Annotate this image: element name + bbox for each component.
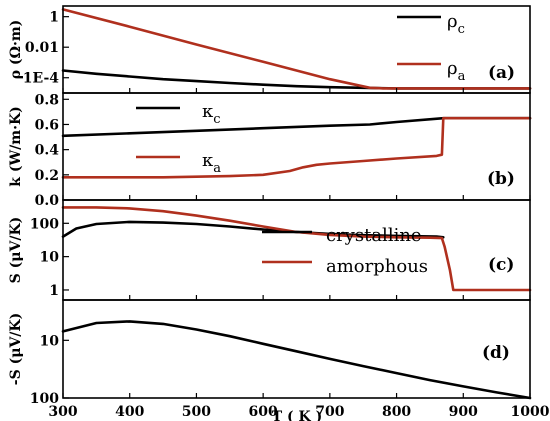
x-tick-label: 600 xyxy=(249,404,278,420)
y-tick-label: 1E-4 xyxy=(23,71,59,87)
y-tick-label: 100 xyxy=(30,216,59,232)
legend-label-crystalline: κc xyxy=(202,101,221,127)
y-tick-label: 1 xyxy=(49,10,59,26)
legend-label-crystalline: crystalline xyxy=(326,225,422,246)
legend-label-crystalline: ρc xyxy=(447,11,465,37)
y-axis-label: S (μV/K) xyxy=(8,217,24,284)
series-line-amorphous xyxy=(61,8,532,90)
legend-label-amorphous: κa xyxy=(202,150,221,176)
panel-tag: (b) xyxy=(487,169,515,189)
y-tick-label: 0.2 xyxy=(35,168,59,184)
y-tick-label: 0.01 xyxy=(25,40,59,56)
plot-frame xyxy=(62,299,531,399)
y-axis-label: k (W/m·K) xyxy=(8,106,24,187)
y-tick-label: 10 xyxy=(40,333,60,349)
legend-label-amorphous: ρa xyxy=(447,58,466,84)
y-tick-label: 100 xyxy=(30,391,59,407)
y-tick-label: 0.6 xyxy=(35,117,59,133)
y-tick-label: 10 xyxy=(40,250,60,266)
panel-tag: (c) xyxy=(488,255,514,275)
x-tick-label: 400 xyxy=(115,404,144,420)
x-axis-label: T ( K ) xyxy=(272,409,322,421)
panel-tag: (a) xyxy=(488,63,515,83)
y-tick-label: 0.4 xyxy=(35,143,60,159)
plot-frame xyxy=(62,199,531,301)
series-line-crystalline xyxy=(61,320,532,400)
series-line-crystalline xyxy=(61,116,532,138)
panel-tag: (d) xyxy=(482,343,510,363)
x-tick-label: 500 xyxy=(182,404,211,420)
y-axis-label: ρ (Ω·m) xyxy=(8,20,24,80)
x-tick-label: 800 xyxy=(382,404,411,420)
panel-1: 1 0.01 1E-4ρ (Ω·m) (a) ρc ρa xyxy=(8,5,532,94)
panel-3: 100 10 1 S (μV/K) (c) crystalline amorphous xyxy=(8,199,532,301)
series-line-amorphous xyxy=(61,206,532,292)
y-tick-label: 1 xyxy=(49,283,59,299)
legend-label-amorphous: amorphous xyxy=(326,256,428,277)
y-axis-label: -S (μV/K) xyxy=(8,313,24,385)
plot-frame xyxy=(62,92,531,201)
panel-2: 0.8 0.6 0.4 0.2 0.0 k (W/m·K) (b) κc κa xyxy=(8,92,532,209)
y-tick-label: 0.8 xyxy=(35,92,59,108)
y-tick-label: 0.0 xyxy=(35,193,60,209)
x-tick-label: 300 xyxy=(48,404,77,420)
panel-4: 10 100 -S (μV/K) (d) xyxy=(8,299,532,407)
series-line-amorphous xyxy=(61,116,532,179)
x-tick-label: 1000 xyxy=(511,404,550,420)
series-line-crystalline xyxy=(61,220,445,239)
x-tick-label: 900 xyxy=(449,404,478,420)
x-tick-label: 700 xyxy=(315,404,344,420)
